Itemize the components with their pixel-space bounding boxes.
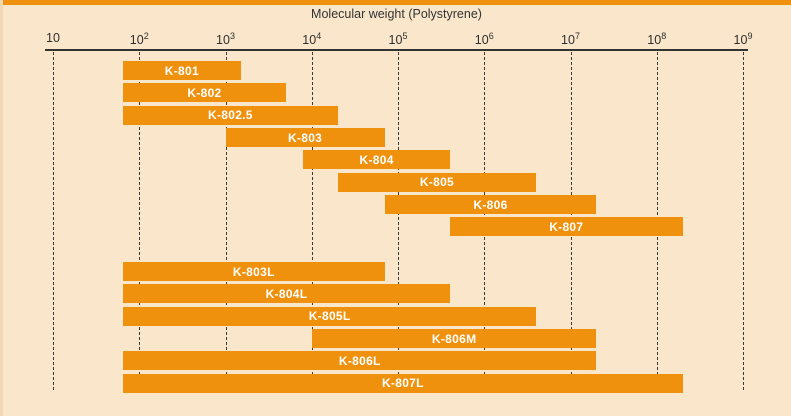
bar-label: K-804L bbox=[265, 286, 308, 301]
x-axis-tick-label: 109 bbox=[733, 31, 753, 48]
range-bar: K-804L bbox=[123, 284, 450, 304]
gridline bbox=[311, 52, 313, 390]
bar-label: K-804 bbox=[359, 152, 394, 167]
range-bar: K-802.5 bbox=[123, 105, 338, 125]
x-axis-tick-label: 105 bbox=[388, 31, 408, 48]
bar-label: K-806 bbox=[473, 197, 508, 212]
gridline bbox=[53, 52, 54, 390]
range-bar: K-807L bbox=[123, 373, 683, 393]
bar-label: K-801 bbox=[164, 63, 199, 78]
bar-label: K-803L bbox=[232, 264, 275, 279]
x-axis-tick-label: 103 bbox=[216, 31, 235, 48]
gridline bbox=[139, 52, 141, 390]
range-bar: K-806L bbox=[123, 351, 597, 371]
bar-label: K-802.5 bbox=[207, 108, 253, 123]
gridline bbox=[398, 52, 399, 390]
bar-label: K-805 bbox=[419, 175, 455, 190]
bar-label: K-807L bbox=[381, 376, 424, 391]
gridline bbox=[225, 52, 227, 390]
left-border-strip bbox=[0, 0, 3, 416]
range-bar: K-804 bbox=[303, 150, 450, 170]
x-axis-tick-label: 104 bbox=[302, 31, 322, 48]
top-border-strip bbox=[0, 0, 791, 5]
range-bar: K-805L bbox=[123, 306, 537, 326]
range-bar: K-806 bbox=[384, 195, 597, 214]
range-bar: K-803L bbox=[123, 262, 385, 281]
range-bar: K-805 bbox=[337, 172, 537, 192]
range-bar: K-806M bbox=[311, 329, 597, 348]
x-axis-tick-label: 107 bbox=[561, 31, 580, 48]
range-bar: K-802 bbox=[123, 83, 286, 103]
x-axis-tick-label: 108 bbox=[647, 31, 667, 48]
chart-title: Molecular weight (Polystyrene) bbox=[311, 7, 482, 21]
bar-label: K-805L bbox=[308, 309, 351, 324]
bar-label: K-807 bbox=[549, 219, 584, 234]
bar-label: K-806L bbox=[338, 353, 381, 368]
range-bar: K-801 bbox=[123, 61, 241, 80]
x-axis-line bbox=[45, 49, 748, 51]
bar-label: K-803 bbox=[287, 130, 323, 145]
range-bar: K-807 bbox=[449, 217, 683, 237]
x-axis-tick-label: 102 bbox=[129, 31, 149, 48]
x-axis-tick-label: 10 bbox=[46, 31, 60, 45]
x-axis-tick-label: 106 bbox=[474, 31, 494, 48]
bar-label: K-802 bbox=[187, 85, 222, 100]
gridline bbox=[743, 52, 744, 390]
range-bar: K-803 bbox=[225, 128, 385, 147]
bar-label: K-806M bbox=[431, 331, 477, 346]
